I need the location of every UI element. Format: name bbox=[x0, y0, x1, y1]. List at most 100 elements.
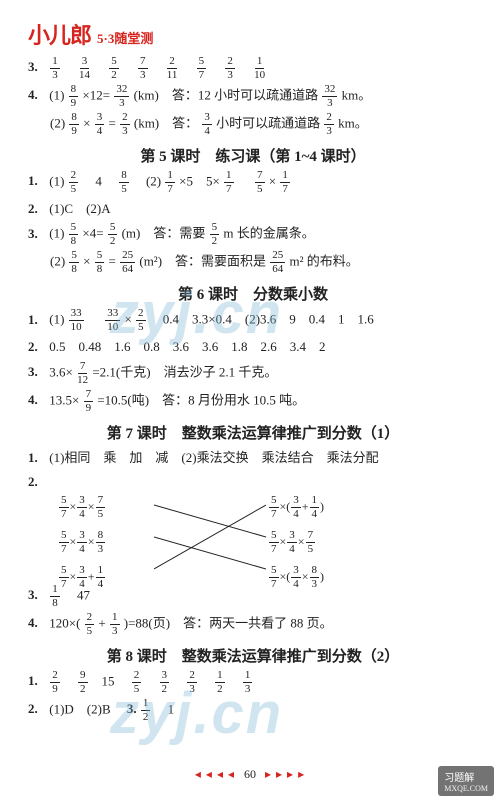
frac: 323 bbox=[322, 84, 337, 109]
text bbox=[88, 312, 101, 327]
frac: 3310 bbox=[69, 308, 84, 333]
frac: 13 bbox=[110, 612, 120, 637]
matching-diagram: 57×34×75 57×34×83 57×34+14 57×(34+14) 57… bbox=[58, 495, 478, 581]
section-8-title: 第 8 课时 整数乘法运算律推广到分数（2） bbox=[28, 645, 478, 666]
s5q1-num: 1. bbox=[28, 170, 46, 191]
text: (1)相同 乘 加 减 (2)乘法交换 乘法结合 乘法分配 bbox=[49, 450, 378, 465]
s5q3b: (2) 58 × 58 = 2564 (m²) 答：需要面积是 2564 m² … bbox=[28, 250, 478, 275]
frac: 211 bbox=[167, 56, 178, 81]
frac: 79 bbox=[84, 389, 94, 414]
frac: 52 bbox=[108, 222, 118, 247]
text: (1)C (2)A bbox=[49, 201, 110, 216]
footer-dots-right: ▸ ▸ ▸ ▸ bbox=[265, 767, 305, 781]
text: 1 bbox=[155, 701, 175, 716]
frac: 89 bbox=[69, 112, 79, 137]
q3: 3. 13 314 52 73 211 57 23 110 bbox=[28, 56, 478, 81]
match-left-col: 57×34×75 57×34×83 57×34+14 bbox=[58, 495, 106, 590]
text: =2.1(千克) 消去沙子 2.1 千克。 bbox=[92, 364, 277, 379]
s5q2-num: 2. bbox=[28, 198, 46, 219]
frac: 2564 bbox=[120, 250, 135, 275]
q4a-prefix: (1) bbox=[49, 87, 64, 102]
frac: 25 bbox=[85, 612, 95, 637]
text: (1) bbox=[49, 226, 64, 241]
s6q2-num: 2. bbox=[28, 336, 46, 357]
footer-dots-left: ◂ ◂ ◂ ◂ bbox=[195, 767, 235, 781]
frac: 712 bbox=[77, 361, 88, 386]
frac: 58 bbox=[69, 250, 79, 275]
section-6-title: 第 6 课时 分数乘小数 bbox=[28, 283, 478, 304]
match-right-item: 57×(34+14) bbox=[268, 495, 324, 520]
text: = bbox=[109, 254, 116, 269]
text: × bbox=[83, 254, 90, 269]
frac: 92 bbox=[78, 670, 88, 695]
frac: 57 bbox=[197, 56, 207, 81]
frac: 85 bbox=[119, 170, 129, 195]
frac: 3310 bbox=[105, 308, 120, 333]
text: (1)D (2)B bbox=[49, 701, 123, 716]
text: (m²) 答：需要面积是 bbox=[139, 254, 266, 269]
s8q1: 1. 29 92 15 25 32 23 12 13 bbox=[28, 670, 478, 695]
s7q1-num: 1. bbox=[28, 447, 46, 468]
frac: 23 bbox=[324, 112, 334, 137]
s5q2: 2. (1)C (2)A bbox=[28, 198, 478, 219]
text: 小时可以疏通道路 bbox=[216, 115, 320, 130]
match-left-item: 57×34+14 bbox=[58, 565, 106, 590]
frac: 89 bbox=[69, 84, 79, 109]
text: (2) bbox=[50, 254, 65, 269]
frac: 32 bbox=[160, 670, 170, 695]
frac: 34 bbox=[202, 112, 212, 137]
frac: 52 bbox=[109, 56, 119, 81]
s8q3-num: 3. bbox=[127, 698, 137, 719]
s6q4: 4. 13.5× 79 =10.5(吨) 答：8 月份用水 10.5 吨。 bbox=[28, 389, 478, 414]
text: =10.5(吨) 答：8 月份用水 10.5 吨。 bbox=[97, 392, 305, 407]
frac: 17 bbox=[280, 170, 290, 195]
s6q4-num: 4. bbox=[28, 389, 46, 410]
frac: 73 bbox=[138, 56, 148, 81]
match-left-item: 57×34×83 bbox=[58, 530, 106, 555]
q4b: (2) 89 × 34 = 23 (km) 答： 34 小时可以疏通道路 23 … bbox=[28, 112, 478, 137]
text: + bbox=[98, 615, 105, 630]
frac: 23 bbox=[187, 670, 197, 695]
frac: 17 bbox=[224, 170, 234, 195]
text: (2) bbox=[133, 173, 161, 188]
s7q4-num: 4. bbox=[28, 612, 46, 633]
s6q3-num: 3. bbox=[28, 361, 46, 382]
frac: 75 bbox=[255, 170, 265, 195]
match-right-item: 57×34×75 bbox=[268, 530, 324, 555]
s7q1: 1. (1)相同 乘 加 减 (2)乘法交换 乘法结合 乘法分配 bbox=[28, 447, 478, 468]
s6q1: 1. (1) 3310 3310 × 25 0.4 3.3×0.4 (2)3.6… bbox=[28, 308, 478, 333]
frac: 13 bbox=[50, 56, 60, 81]
text: (1) bbox=[49, 173, 64, 188]
brand-sub: 5·3随堂测 bbox=[97, 28, 153, 47]
s8q2-num: 2. bbox=[28, 698, 46, 719]
frac: 23 bbox=[120, 112, 130, 137]
q3-num: 3. bbox=[28, 56, 46, 77]
match-lines bbox=[154, 497, 266, 579]
match-right-item: 57×(34×83) bbox=[268, 565, 324, 590]
text: (m) 答：需要 bbox=[122, 226, 206, 241]
brand-logo: 小儿郎 bbox=[28, 18, 91, 50]
text: (km) 答： bbox=[134, 115, 198, 130]
text: × bbox=[269, 173, 276, 188]
text bbox=[238, 173, 251, 188]
s8q1-num: 1. bbox=[28, 670, 46, 691]
frac: 58 bbox=[95, 250, 105, 275]
s6q3: 3. 3.6× 712 =2.1(千克) 消去沙子 2.1 千克。 bbox=[28, 361, 478, 386]
q4a: 4. (1) 89 ×12= 323 (km) 答：12 小时可以疏通道路 32… bbox=[28, 84, 478, 109]
text: × bbox=[83, 115, 90, 130]
source-badge-l2: MXQE.COM bbox=[444, 784, 488, 793]
s7q4: 4. 120×( 25 + 13 )=88(页) 答：两天一共看了 88 页。 bbox=[28, 612, 478, 637]
text: ×12= bbox=[82, 87, 110, 102]
frac: 17 bbox=[165, 170, 175, 195]
frac: 2564 bbox=[270, 250, 285, 275]
text: )=88(页) 答：两天一共看了 88 页。 bbox=[124, 615, 333, 630]
frac: 12 bbox=[141, 698, 151, 723]
text: ×5 5× bbox=[179, 173, 220, 188]
s6q2: 2. 0.5 0.48 1.6 0.8 3.6 3.6 1.8 2.6 3.4 … bbox=[28, 336, 478, 357]
frac: 52 bbox=[210, 222, 220, 247]
page-body: 小儿郎 5·3随堂测 3. 13 314 52 73 211 57 23 110… bbox=[0, 0, 500, 723]
text: km。 bbox=[338, 115, 368, 130]
section-5-title: 第 5 课时 练习课（第 1~4 课时） bbox=[28, 145, 478, 166]
page-number: 60 bbox=[244, 767, 256, 782]
match-left-item: 57×34×75 bbox=[58, 495, 106, 520]
